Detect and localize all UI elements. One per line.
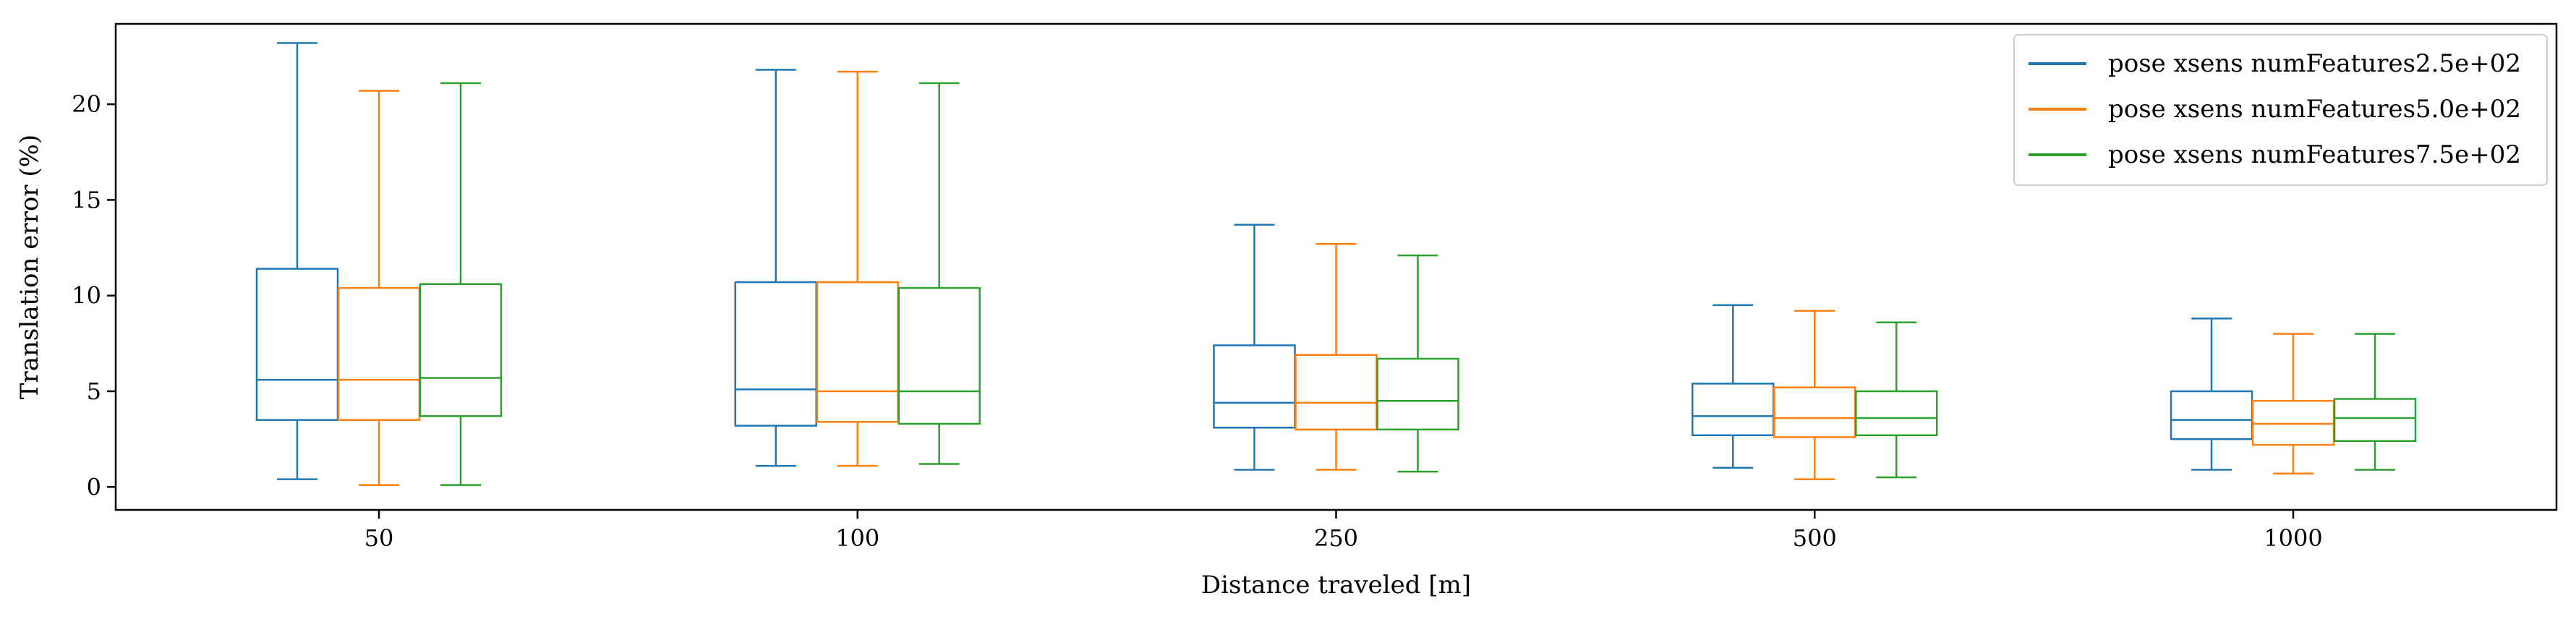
y-tick-label: 5 [87, 378, 101, 405]
box-pose-xsens-numFeatures2-5e-02-100 [734, 69, 817, 467]
legend-box [2013, 34, 2548, 186]
box-iqr [1295, 354, 1378, 431]
box-iqr [2251, 399, 2335, 446]
box-iqr [816, 281, 899, 423]
box-pose-xsens-numFeatures5-0e-02-1000 [2251, 333, 2335, 474]
box-iqr [255, 268, 339, 421]
box-iqr [419, 283, 503, 417]
box-iqr [1773, 386, 1856, 438]
box-pose-xsens-numFeatures5-0e-02-500 [1773, 310, 1856, 480]
x-tick-label: 1000 [2264, 524, 2322, 552]
y-axis-label: Translation error (%) [15, 135, 44, 399]
box-pose-xsens-numFeatures5-0e-02-250 [1295, 243, 1378, 471]
box-pose-xsens-numFeatures5-0e-02-50 [337, 90, 421, 486]
x-axis-label: Distance traveled [m] [1201, 571, 1471, 600]
box-pose-xsens-numFeatures7-5e-02-1000 [2333, 333, 2417, 471]
box-iqr [1692, 383, 1775, 437]
box-iqr [734, 281, 817, 427]
box-iqr [1855, 390, 1938, 437]
box-pose-xsens-numFeatures2-5e-02-500 [1692, 304, 1775, 469]
box-iqr [2170, 390, 2253, 440]
legend-label: pose xsens numFeatures2.5e+02 [2108, 49, 2521, 78]
box-iqr [1376, 357, 1459, 431]
box-pose-xsens-numFeatures7-5e-02-250 [1376, 254, 1459, 473]
legend-label: pose xsens numFeatures5.0e+02 [2108, 95, 2521, 124]
legend: pose xsens numFeatures2.5e+02 pose xsens … [2013, 34, 2548, 186]
box-pose-xsens-numFeatures2-5e-02-1000 [2170, 318, 2253, 471]
box-pose-xsens-numFeatures2-5e-02-250 [1213, 223, 1296, 471]
x-tick-label: 500 [1793, 524, 1837, 552]
x-tick-label: 50 [364, 524, 394, 552]
box-iqr [897, 286, 981, 425]
y-tick-label: 15 [72, 186, 101, 213]
x-tick-label: 100 [835, 524, 879, 552]
box-iqr [1213, 344, 1296, 429]
x-tick-label: 250 [1314, 524, 1358, 552]
axes: 0 5 10 15 20 50 100 250 500 1000 [72, 90, 2322, 552]
y-tick-label: 20 [72, 90, 101, 118]
box-pose-xsens-numFeatures7-5e-02-500 [1855, 321, 1938, 479]
box-pose-xsens-numFeatures7-5e-02-50 [419, 82, 503, 486]
legend-label: pose xsens numFeatures7.5e+02 [2108, 140, 2521, 169]
y-tick-label: 0 [87, 473, 101, 500]
box-iqr [337, 286, 421, 421]
box-pose-xsens-numFeatures7-5e-02-100 [897, 82, 981, 465]
box-pose-xsens-numFeatures5-0e-02-100 [816, 70, 899, 467]
y-tick-label: 10 [72, 282, 101, 310]
box-pose-xsens-numFeatures2-5e-02-50 [255, 42, 339, 480]
plot-area [255, 42, 2417, 486]
box-iqr [2333, 398, 2417, 443]
